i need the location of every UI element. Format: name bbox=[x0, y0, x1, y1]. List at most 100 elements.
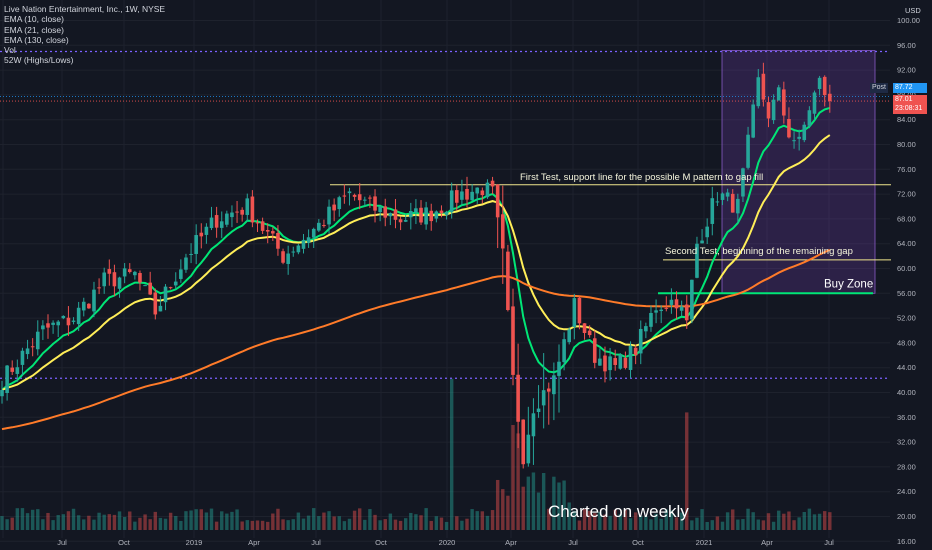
price-tick-label: 72.00 bbox=[897, 190, 916, 199]
candle-body bbox=[92, 289, 96, 312]
time-tick-label: Jul bbox=[824, 538, 834, 547]
candle-body bbox=[189, 253, 193, 255]
volume-bar bbox=[782, 513, 786, 530]
volume-bar bbox=[291, 519, 295, 530]
volume-bar bbox=[373, 514, 377, 530]
volume-bar bbox=[598, 512, 602, 530]
candle-body bbox=[97, 287, 101, 289]
candle-body bbox=[35, 331, 40, 350]
volume-bar bbox=[281, 519, 285, 530]
candle-body bbox=[71, 320, 76, 322]
buy-zone-annotation: Buy Zone bbox=[824, 278, 873, 290]
volume-bar bbox=[266, 521, 270, 530]
volume-bar bbox=[618, 514, 623, 530]
buy-zone-rect bbox=[721, 50, 876, 294]
candle-body bbox=[102, 272, 106, 287]
candle-body bbox=[521, 419, 526, 465]
candle-body bbox=[81, 301, 86, 311]
price-tick-label: 16.00 bbox=[897, 537, 916, 546]
time-tick-label: Oct bbox=[118, 538, 131, 547]
candle-body bbox=[225, 213, 229, 225]
candle-body bbox=[454, 190, 459, 203]
price-tick-label: 100.00 bbox=[897, 16, 920, 25]
volume-bar bbox=[209, 508, 214, 530]
volume-bar bbox=[194, 509, 198, 530]
legend-ema130[interactable]: EMA (130, close) bbox=[4, 34, 69, 45]
volume-bar bbox=[449, 378, 454, 530]
legend-ema21[interactable]: EMA (21, close) bbox=[4, 24, 64, 35]
volume-bar bbox=[92, 519, 96, 530]
volume-bar bbox=[593, 513, 597, 530]
candle-body bbox=[644, 326, 648, 332]
candle-body bbox=[158, 305, 163, 312]
candle-body bbox=[725, 192, 730, 197]
candle-body bbox=[828, 93, 832, 102]
candle-body bbox=[490, 180, 495, 187]
volume-bar bbox=[644, 516, 648, 530]
volume-bar bbox=[480, 511, 485, 530]
volume-bar bbox=[817, 513, 822, 530]
candle-body bbox=[449, 190, 454, 213]
volume-bar bbox=[322, 512, 326, 530]
volume-bar bbox=[133, 521, 137, 530]
annotations: First Test, support line for the possibl… bbox=[520, 172, 873, 521]
volume-bar bbox=[347, 518, 352, 530]
legend-vol[interactable]: Vol bbox=[4, 45, 16, 56]
volume-bar bbox=[444, 521, 449, 530]
volume-bar bbox=[41, 519, 45, 530]
candle-body bbox=[276, 232, 280, 249]
price-tick-label: 84.00 bbox=[897, 115, 916, 124]
candle-body bbox=[567, 329, 572, 343]
volume-bar bbox=[158, 517, 163, 530]
volume-bar bbox=[419, 515, 423, 530]
volume-bar bbox=[128, 511, 132, 530]
candle-body bbox=[342, 195, 347, 197]
candle-body bbox=[117, 277, 122, 289]
volume-bar bbox=[746, 508, 750, 530]
candle-body bbox=[562, 339, 566, 363]
candle-body bbox=[700, 240, 704, 244]
legend-ema10[interactable]: EMA (10, close) bbox=[4, 14, 64, 25]
candle-body bbox=[368, 197, 372, 199]
volume-bar bbox=[751, 512, 755, 530]
last-price-tag: 87.01 bbox=[893, 95, 927, 105]
volume-bar bbox=[286, 520, 290, 530]
candle-body bbox=[782, 89, 786, 116]
volume-bar bbox=[168, 512, 173, 530]
time-tick-label: 2021 bbox=[696, 538, 713, 547]
candle-body bbox=[357, 194, 362, 201]
volume-bar bbox=[792, 520, 796, 530]
candle-body bbox=[87, 303, 91, 309]
volume-bar bbox=[623, 509, 628, 530]
candle-body bbox=[51, 322, 55, 325]
volume-bar bbox=[756, 519, 760, 530]
price-tick-label: 76.00 bbox=[897, 165, 916, 174]
candle-body bbox=[679, 306, 684, 311]
volume-bar bbox=[465, 518, 469, 530]
first-test-annotation: First Test, support line for the possibl… bbox=[520, 172, 763, 183]
volume-bar bbox=[25, 513, 30, 530]
candle-body bbox=[444, 211, 449, 215]
candle-body bbox=[5, 365, 9, 393]
candle-body bbox=[761, 73, 766, 100]
candle-body bbox=[817, 77, 822, 89]
volume-bar bbox=[378, 520, 382, 530]
volume-bar bbox=[608, 515, 612, 530]
candle-body bbox=[230, 212, 234, 218]
legend-52w[interactable]: 52W (Highs/Lows) bbox=[4, 55, 74, 66]
volume-bar bbox=[485, 515, 490, 530]
price-tick-label: 36.00 bbox=[897, 413, 916, 422]
volume-bar bbox=[20, 508, 25, 530]
volume-bar bbox=[163, 518, 168, 530]
volume-bar bbox=[603, 514, 607, 530]
time-tick-label: Jul bbox=[568, 538, 578, 547]
candle-body bbox=[327, 206, 331, 225]
volume-bar bbox=[312, 508, 316, 530]
volume-bar bbox=[122, 516, 127, 530]
candle-body bbox=[465, 189, 469, 200]
candle-body bbox=[281, 251, 285, 263]
time-tick-label: Apr bbox=[248, 538, 260, 547]
volume-bar bbox=[189, 510, 193, 530]
volume-bar bbox=[245, 520, 249, 530]
